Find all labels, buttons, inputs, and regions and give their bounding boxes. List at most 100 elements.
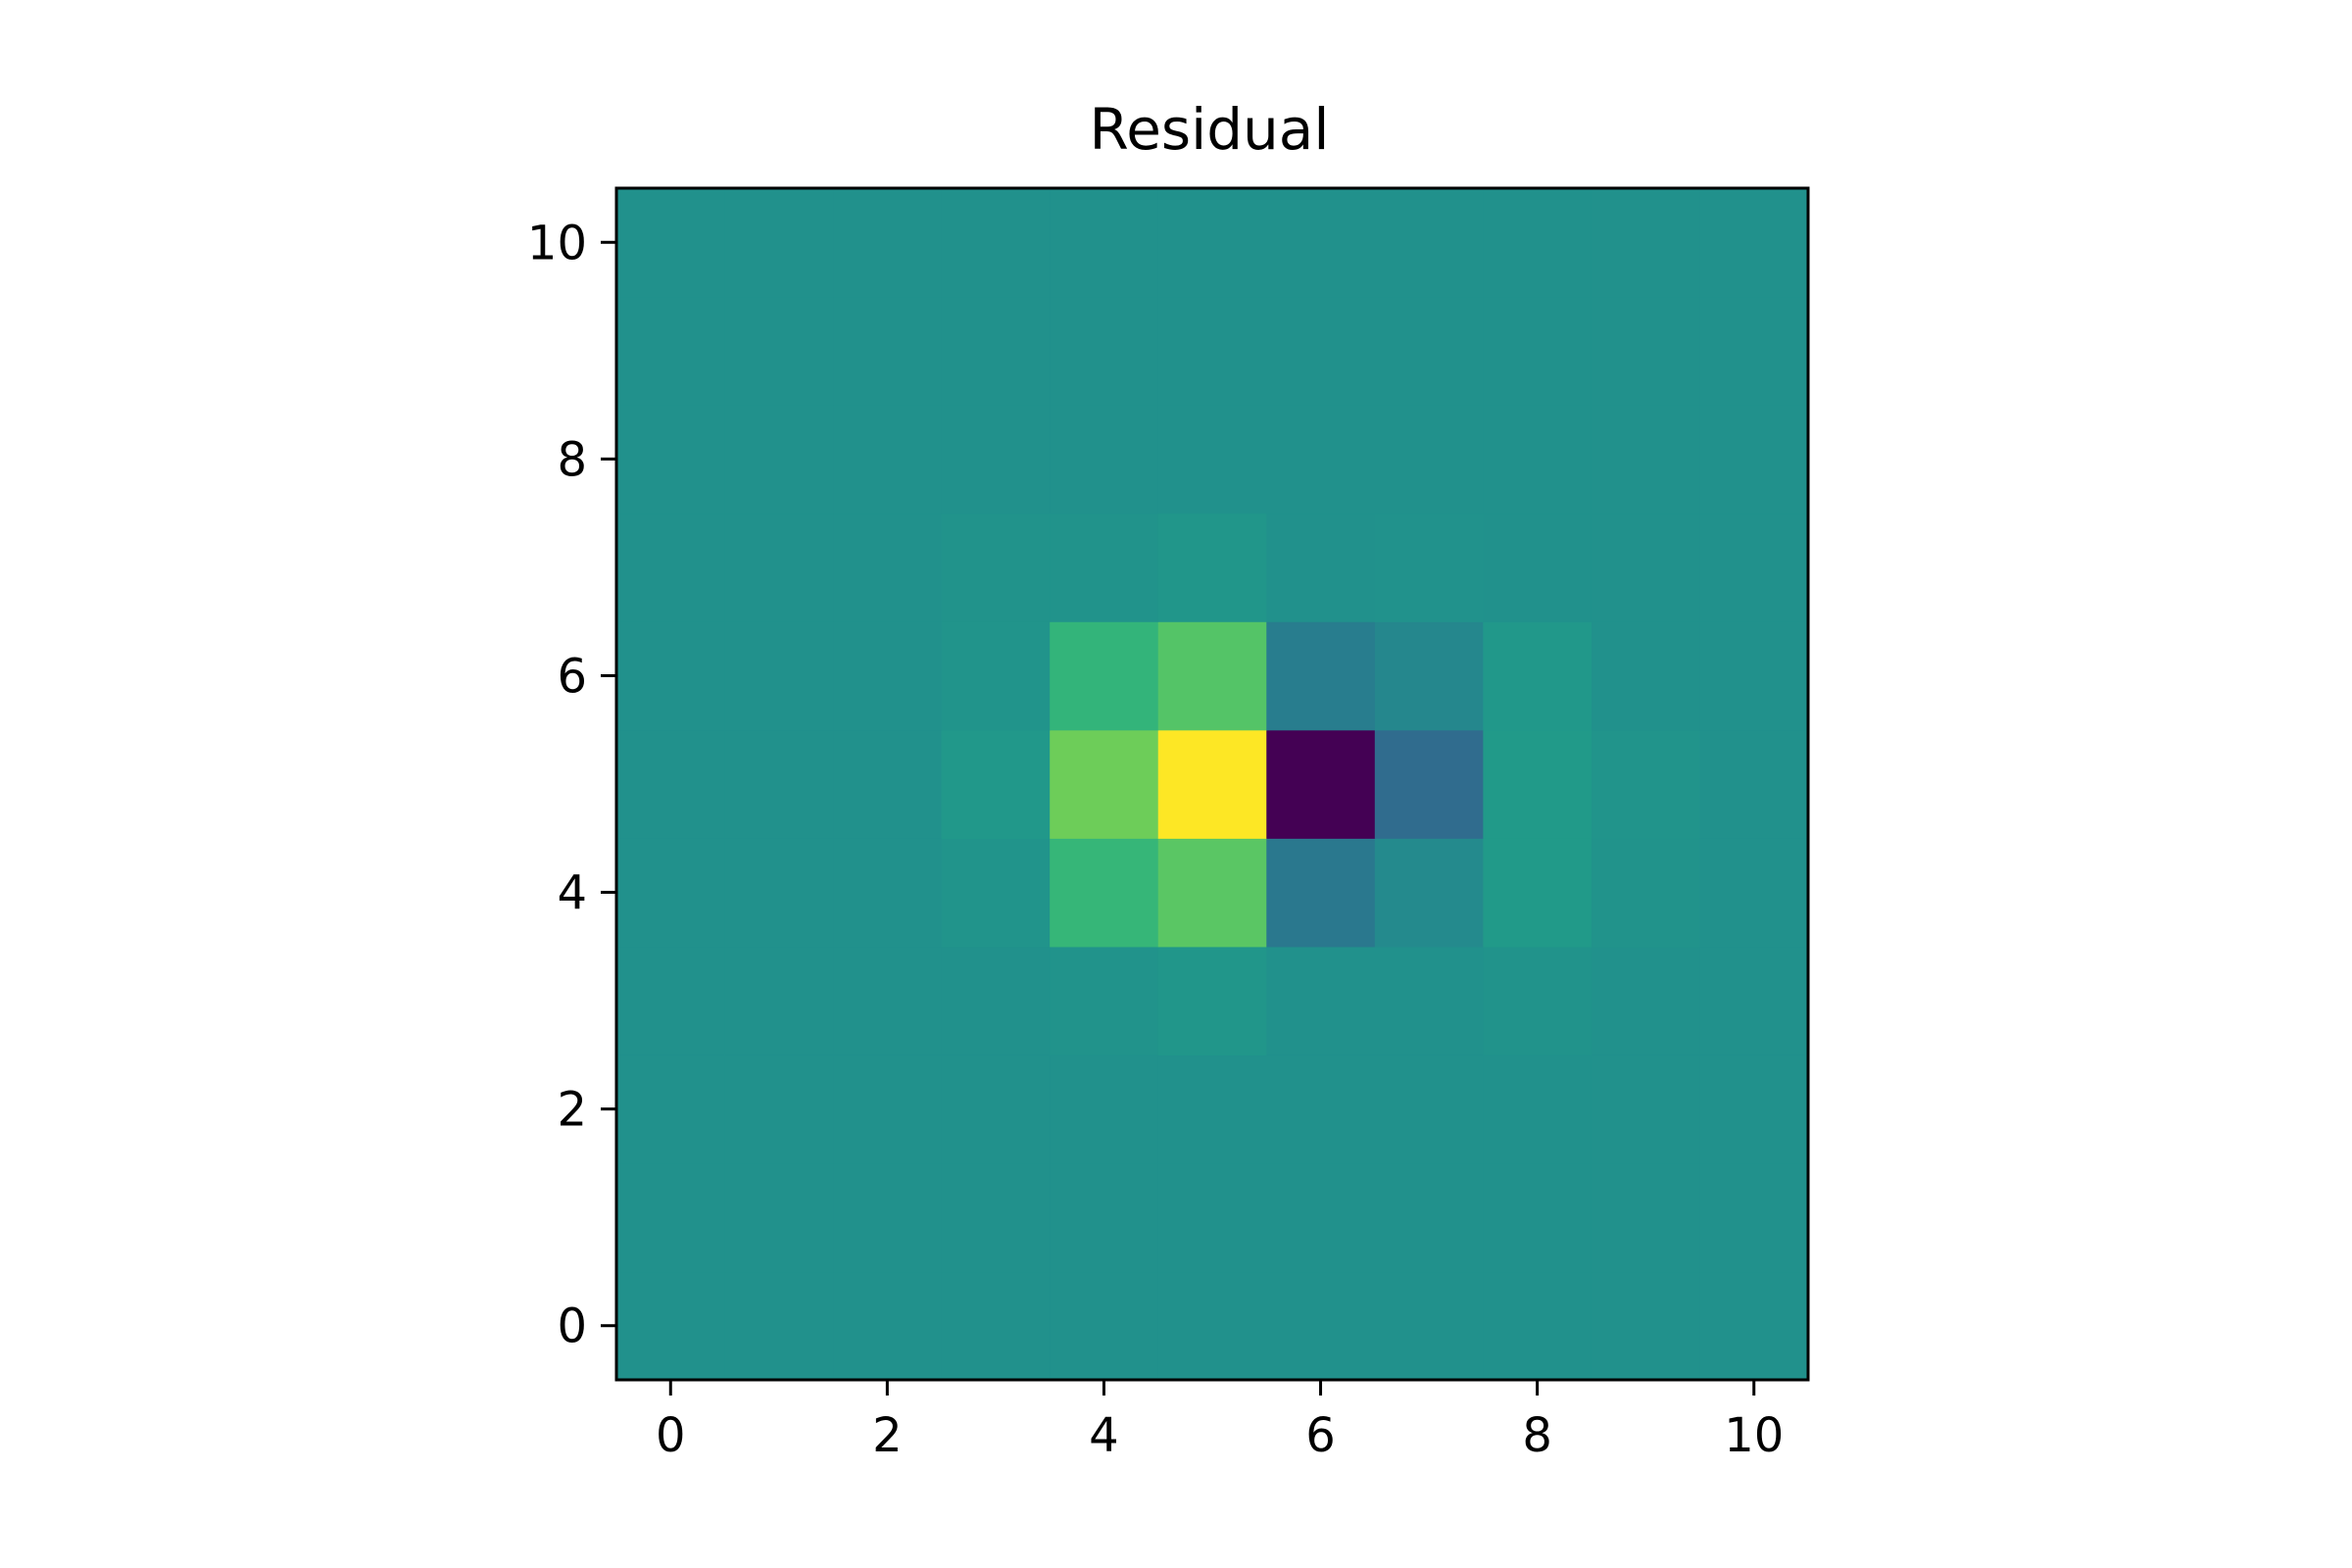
x-tick-label: 6 [1305,1408,1336,1463]
heatmap-cell [1157,729,1267,839]
heatmap-cell [724,1054,834,1164]
heatmap-cell [833,1271,943,1381]
x-tick-label: 10 [1724,1408,1784,1463]
heatmap-cell [1591,838,1701,948]
heatmap-cell [833,838,943,948]
heatmap-cell [616,1054,726,1164]
heatmap-cell [1266,1162,1376,1273]
heatmap-cell [1591,1271,1701,1381]
heatmap-cell [1266,513,1376,622]
heatmap-cell [1157,838,1267,948]
heatmap-cell [1591,1054,1701,1164]
heatmap-cell [724,405,834,514]
heatmap-cell [1699,1162,1809,1273]
heatmap-cell [1050,729,1159,839]
heatmap-cell [616,296,726,406]
heatmap-cell [1374,513,1484,622]
y-tick-label: 2 [557,1083,587,1138]
heatmap-cell [1591,405,1701,514]
heatmap-cell [1591,1162,1701,1273]
heatmap-cell [1591,729,1701,839]
chart-title: Residual [1090,96,1330,163]
heatmap-cell [1699,729,1809,839]
heatmap-cell [941,513,1051,622]
heatmap-cell [833,296,943,406]
heatmap-cell [1157,405,1267,514]
heatmap-cell [1591,296,1701,406]
heatmap-cell [941,188,1051,298]
y-tick-label: 4 [557,866,587,921]
heatmap-cell [724,729,834,839]
heatmap-cell [941,405,1051,514]
heatmap-cell [1374,188,1484,298]
x-tick-label: 2 [872,1408,903,1463]
heatmap-cell [616,1271,726,1381]
heatmap-cell [724,1271,834,1381]
heatmap-cell [941,946,1051,1055]
heatmap-cell [1699,621,1809,731]
heatmap-cell [1483,1162,1592,1273]
heatmap-cell [1483,621,1592,731]
heatmap-cell [616,946,726,1055]
heatmap-cell [1266,621,1376,731]
heatmap-cell [1266,838,1376,948]
heatmap-cell [1050,1054,1159,1164]
heatmap-cell [1050,296,1159,406]
y-tick-label: 8 [557,432,587,487]
heatmap-cell [833,405,943,514]
heatmap-cell [724,513,834,622]
heatmap-cell [1266,729,1376,839]
heatmap-cell [1374,946,1484,1055]
heatmap-cell [941,838,1051,948]
heatmap-cell [1483,513,1592,622]
y-axis-ticks: 0 2 4 6 8 10 [527,216,616,1354]
heatmap-cell [1374,729,1484,839]
heatmap-cell [1050,621,1159,731]
heatmap-cell [1050,405,1159,514]
heatmap-cell [616,621,726,731]
heatmap-cell [1050,1162,1159,1273]
heatmap-cell [1483,1054,1592,1164]
heatmap-cell [616,1162,726,1273]
heatmap-cell [1157,946,1267,1055]
heatmap-cell [1374,621,1484,731]
heatmap-cell [1157,1054,1267,1164]
heatmap-cell [1699,405,1809,514]
heatmap-cell [1374,1162,1484,1273]
heatmap-cell [616,405,726,514]
heatmap-cell [1266,405,1376,514]
heatmap-cell [1591,188,1701,298]
heatmap-cell [1157,188,1267,298]
heatmap-cell [1157,1162,1267,1273]
heatmap-cell [1266,188,1376,298]
heatmap-cell [1483,405,1592,514]
heatmap-cell [1374,296,1484,406]
heatmap-cell [941,1054,1051,1164]
heatmap-cell [1374,1054,1484,1164]
heatmap-cell [1374,838,1484,948]
heatmap-cell [1591,621,1701,731]
heatmap-cell [1591,513,1701,622]
heatmap-cell [833,729,943,839]
x-tick-label: 8 [1522,1408,1552,1463]
heatmap-cell [1699,838,1809,948]
x-tick-label: 0 [656,1408,686,1463]
heatmap-cell [1157,513,1267,622]
heatmap-cell [941,1162,1051,1273]
heatmap-cell [1266,946,1376,1055]
heatmap-cell [1591,946,1701,1055]
heatmap-cell [724,1162,834,1273]
heatmap-cell [1266,1054,1376,1164]
heatmap-cell [616,188,726,298]
heatmap-cell [1050,1271,1159,1381]
heatmap-cell [1699,946,1809,1055]
x-tick-label: 4 [1089,1408,1119,1463]
heatmap-cell [724,838,834,948]
heatmap-cell [941,729,1051,839]
heatmap-cell [833,1162,943,1273]
heatmap-cell [724,621,834,731]
y-tick-label: 6 [557,649,587,704]
heatmap-cell [1157,621,1267,731]
heatmap-cells [616,188,1809,1381]
